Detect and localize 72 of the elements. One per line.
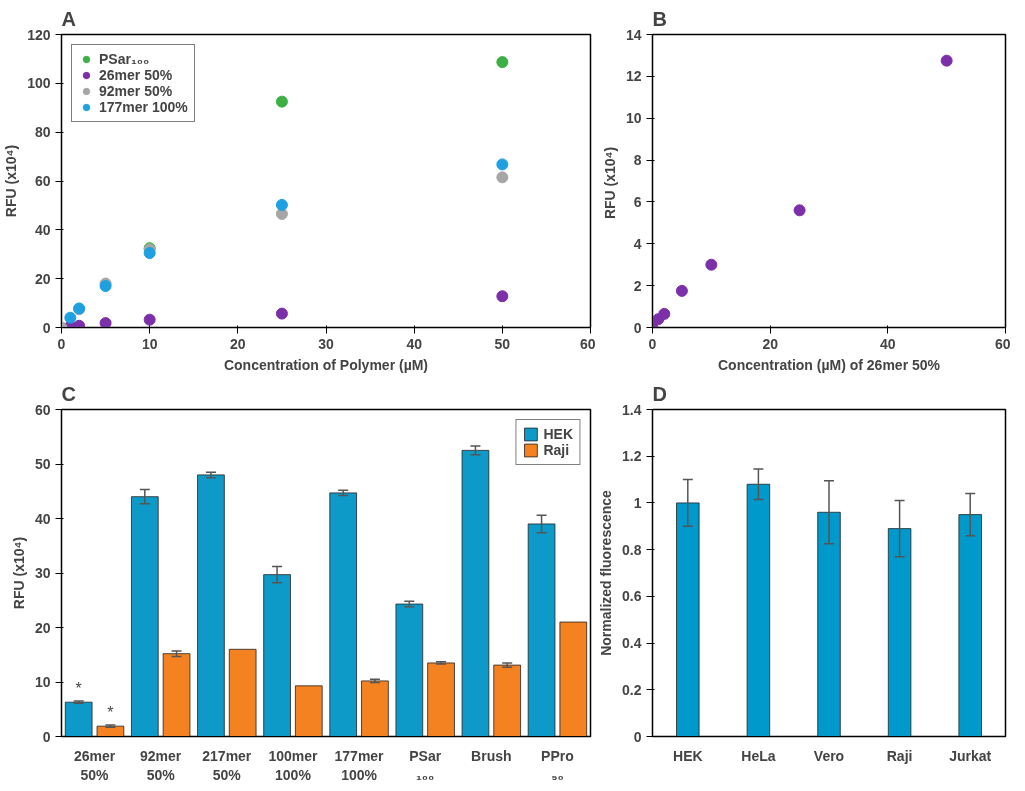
y-tick-label: 1 [633,494,642,511]
y-tick-label: 40 [34,221,51,238]
chart-title: D [652,382,667,405]
y-tick-label: 4 [633,235,642,252]
annotation: * [107,703,114,721]
x-tick-label: 30 [318,335,334,352]
y-tick-label: 14 [625,26,642,43]
x-tick-label: 50 [494,335,511,352]
x-axis-title: Concentration of Polymer (µM) [223,356,429,373]
y-axis-title: RFU (x10⁴) [10,536,27,610]
chart-title: C [61,382,76,405]
x-tick-label: 92mer 50% [140,747,182,783]
x-tick-label: 40 [406,335,423,352]
x-tick-label: 100mer 100% [268,747,319,783]
x-tick-label: PPro ₉₀ [541,747,574,783]
y-tick-label: 8 [633,152,642,169]
y-tick-label: 0 [42,319,51,336]
x-tick-label: Brush [471,747,512,764]
y-tick-label: 40 [34,510,51,527]
x-tick-label: 177mer 100% [334,747,385,783]
y-tick-label: 0.4 [622,635,642,652]
y-axis-title: RFU (x10⁴) [3,144,20,218]
x-tick-label: 20 [762,335,779,352]
y-tick-label: 100 [27,75,51,92]
x-tick-label: 217mer 50% [202,747,252,783]
y-tick-label: 1.4 [622,401,642,418]
x-axis-title: Concentration (µM) of 26mer 50% [718,356,941,373]
x-tick-label: HEK [673,747,703,764]
y-tick-label: 10 [625,110,642,127]
y-tick-label: 20 [34,619,51,636]
y-axis-title: Normalized fluorescence [598,489,615,656]
y-axis-title: RFU (x10⁴) [601,146,618,220]
legend-label: 177mer 100% [99,99,188,115]
legend-label: Raji [543,442,570,458]
y-tick-label: 20 [34,270,51,287]
y-tick-label: 50 [34,456,51,472]
x-tick-label: Vero [813,747,845,764]
x-tick-label: Raji [886,747,913,764]
y-tick-label: 60 [34,173,51,189]
y-tick-label: 30 [34,565,51,581]
x-tick-label: 0 [648,335,657,352]
x-tick-label: 0 [57,335,66,352]
y-tick-label: 120 [27,26,51,43]
y-tick-label: 0 [633,319,642,336]
y-tick-label: 1.2 [622,448,642,465]
legend-label: 26mer 50% [99,67,173,83]
x-tick-label: 26mer 50% [73,747,116,783]
legend-label: PSar₁₀₀ [99,51,150,67]
y-tick-label: 12 [625,68,642,85]
chart-title: A [61,7,76,30]
x-tick-label: Jurkat [949,747,992,764]
legend-label: 92mer 50% [99,83,173,99]
y-tick-label: 2 [633,277,642,294]
y-tick-label: 0.2 [622,681,642,698]
x-tick-label: 20 [230,335,246,352]
x-tick-label: 60 [994,335,1011,352]
y-tick-label: 60 [34,401,51,418]
x-tick-label: 10 [141,335,158,352]
x-tick-label: 60 [579,335,596,352]
annotation: * [75,679,82,697]
y-tick-label: 80 [34,124,51,141]
y-tick-label: 0 [42,728,51,745]
y-tick-label: 0 [633,728,642,745]
y-tick-label: 0.6 [622,588,642,605]
chart-title: B [652,7,667,30]
legend-label: HEK [543,426,573,442]
y-tick-label: 0.8 [622,541,642,558]
y-tick-label: 6 [633,193,642,210]
x-tick-label: PSar ₁₀₀ [409,747,442,783]
x-tick-label: HeLa [741,747,776,764]
x-tick-label: 40 [880,335,896,352]
y-tick-label: 10 [34,674,51,690]
